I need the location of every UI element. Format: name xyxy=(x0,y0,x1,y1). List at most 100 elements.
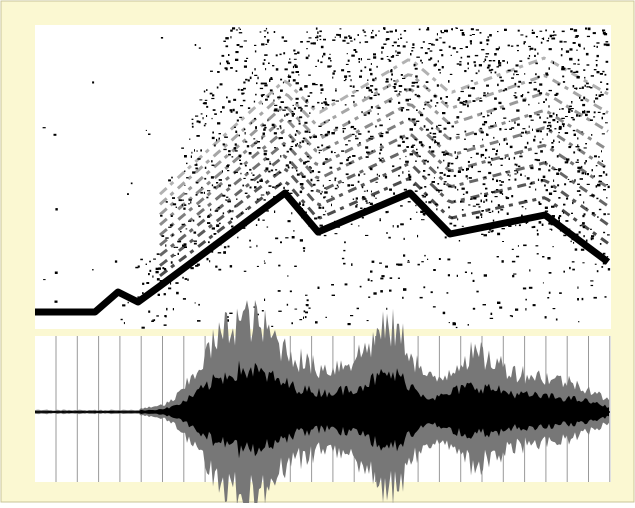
speckle xyxy=(320,92,322,93)
speckle xyxy=(536,36,538,38)
speckle xyxy=(287,275,288,276)
speckle xyxy=(394,91,396,92)
speckle xyxy=(397,225,399,227)
speckle xyxy=(476,291,478,293)
speckle xyxy=(603,189,606,190)
speckle xyxy=(602,117,603,119)
speckle xyxy=(399,85,402,87)
speckle xyxy=(264,36,266,37)
speckle xyxy=(564,41,567,42)
speckle xyxy=(227,63,230,65)
speckle xyxy=(296,170,298,172)
speckle xyxy=(296,82,299,84)
speckle xyxy=(368,297,370,298)
speckle xyxy=(415,94,417,96)
speckle xyxy=(542,224,544,226)
speckle xyxy=(480,32,482,34)
speckle xyxy=(335,89,337,90)
speckle xyxy=(486,199,488,202)
speckle xyxy=(158,294,160,296)
speckle xyxy=(539,203,542,205)
speckle xyxy=(509,129,512,131)
speckle xyxy=(321,46,324,48)
speckle xyxy=(297,52,299,54)
speckle xyxy=(481,216,482,218)
speckle xyxy=(427,259,428,260)
speckle xyxy=(387,56,388,57)
speckle xyxy=(258,218,260,221)
speckle xyxy=(548,105,549,107)
speckle xyxy=(560,41,563,43)
speckle xyxy=(605,296,607,297)
speckle xyxy=(559,109,560,110)
speckle xyxy=(563,81,565,83)
speckle xyxy=(440,30,442,32)
speckle xyxy=(345,144,348,145)
speckle xyxy=(371,191,372,193)
speckle xyxy=(403,288,406,290)
speckle xyxy=(240,29,241,30)
speckle xyxy=(316,28,318,30)
speckle xyxy=(225,67,228,69)
speckle xyxy=(443,312,445,314)
speckle xyxy=(510,146,513,148)
speckle xyxy=(498,60,500,62)
speckle xyxy=(525,308,526,310)
speckle xyxy=(188,203,190,204)
speckle xyxy=(373,56,376,58)
speckle xyxy=(288,76,291,78)
speckle xyxy=(291,322,293,324)
speckle xyxy=(367,190,368,192)
speckle xyxy=(577,298,579,300)
speckle xyxy=(393,192,395,194)
speckle xyxy=(288,220,291,222)
speckle xyxy=(351,224,353,225)
speckle xyxy=(435,105,436,107)
speckle xyxy=(319,35,321,37)
speckle xyxy=(305,312,308,314)
speckle xyxy=(489,212,492,213)
speckle xyxy=(552,146,554,148)
speckle xyxy=(562,31,565,32)
speckle xyxy=(338,186,339,188)
speckle xyxy=(366,156,369,158)
speckle xyxy=(243,178,245,179)
speckle xyxy=(342,128,346,129)
speckle xyxy=(496,150,498,152)
speckle xyxy=(498,64,501,66)
speckle xyxy=(605,122,608,123)
speckle xyxy=(325,158,328,160)
speckle xyxy=(492,178,494,180)
speckle xyxy=(250,187,252,189)
speckle xyxy=(594,297,597,299)
speckle xyxy=(489,157,490,158)
speckle xyxy=(577,184,580,185)
speckle xyxy=(212,184,213,186)
speckle xyxy=(435,64,437,66)
speckle xyxy=(468,95,471,97)
speckle xyxy=(203,117,204,119)
speckle xyxy=(372,261,375,263)
speckle xyxy=(518,245,519,247)
speckle xyxy=(273,100,274,102)
speckle xyxy=(337,185,339,187)
speckle xyxy=(437,183,439,185)
speckle xyxy=(449,322,450,323)
speckle xyxy=(561,118,565,119)
speckle xyxy=(590,87,592,88)
speckle xyxy=(285,237,288,238)
speckle xyxy=(199,216,201,218)
speckle xyxy=(275,169,277,170)
speckle xyxy=(539,221,542,224)
speckle xyxy=(471,80,473,81)
speckle xyxy=(499,307,502,309)
speckle xyxy=(571,110,572,112)
speckle xyxy=(293,230,295,231)
speckle xyxy=(489,60,492,61)
speckle xyxy=(379,153,381,155)
speckle xyxy=(406,42,408,43)
speckle xyxy=(439,130,442,132)
speckle xyxy=(243,88,246,89)
speckle xyxy=(302,204,304,206)
speckle xyxy=(330,60,332,61)
